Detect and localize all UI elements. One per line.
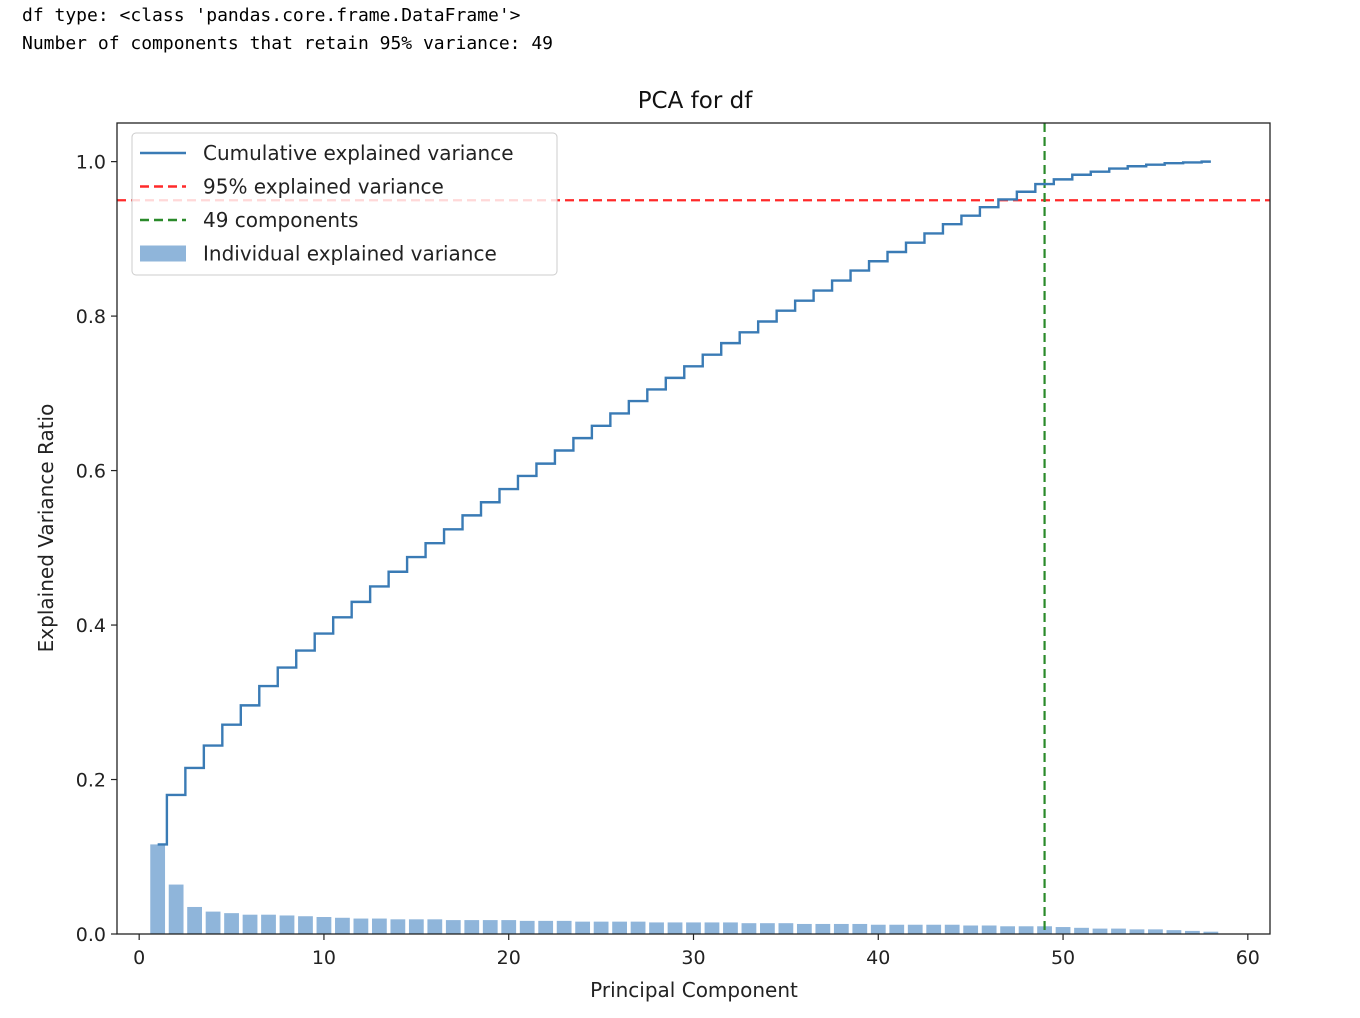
bar-component-31	[704, 922, 720, 934]
bar-component-58	[1203, 931, 1219, 934]
bar-component-48	[1018, 926, 1034, 934]
cumulative-variance-line	[157, 160, 1211, 846]
y-tick-label-1: 0.2	[76, 770, 106, 792]
x-tick-label-60: 60	[1236, 947, 1260, 969]
bar-component-44	[944, 924, 960, 934]
chart-title: PCA for df	[638, 88, 754, 114]
legend-label-individual-explained-variance: Individual explained variance	[203, 242, 497, 266]
bar-component-34	[760, 923, 775, 934]
bar-component-15	[408, 919, 424, 934]
bar-component-23	[556, 920, 572, 934]
bar-component-10	[316, 917, 332, 934]
bar-component-41	[889, 924, 905, 934]
bar-component-9	[298, 916, 313, 934]
bar-component-11	[335, 917, 350, 934]
x-tick-label-40: 40	[866, 947, 890, 969]
bar-component-28	[649, 922, 664, 934]
bar-component-37	[815, 923, 831, 934]
x-tick-label-30: 30	[681, 947, 705, 969]
bar-component-13	[371, 918, 387, 934]
bar-component-19	[482, 920, 498, 934]
bar-component-12	[353, 918, 369, 934]
axis-ticks: 0 10 20 30 40 50 60 0.0 0.2 0.4 0.6 0.8 1.0	[76, 152, 1260, 969]
bar-component-1	[150, 844, 166, 934]
console-line-df-type: df type: <class 'pandas.core.frame.DataF…	[22, 5, 521, 26]
bar-component-18	[464, 920, 480, 934]
console-output: df type: <class 'pandas.core.frame.DataF…	[22, 2, 553, 58]
reference-lines	[117, 123, 1270, 934]
bar-component-47	[1000, 926, 1016, 934]
legend-swatch-individual-explained-variance	[140, 245, 186, 262]
bar-component-56	[1166, 930, 1182, 934]
bar-component-2	[168, 884, 184, 934]
bar-component-49	[1037, 926, 1052, 934]
legend-label-95-explained-variance: 95% explained variance	[203, 175, 444, 199]
bar-component-17	[445, 920, 461, 934]
bar-component-33	[741, 923, 757, 934]
console-line-components: Number of components that retain 95% var…	[22, 33, 554, 54]
bar-component-16	[427, 919, 443, 934]
bar-component-35	[778, 923, 794, 934]
bar-component-26	[612, 921, 627, 934]
bar-component-3	[187, 906, 202, 934]
legend-label-cumulative-explained-variance: Cumulative explained variance	[203, 141, 514, 165]
bar-component-40	[870, 924, 886, 934]
bar-component-5	[224, 913, 239, 934]
bar-component-24	[575, 921, 591, 934]
bar-component-29	[667, 922, 683, 934]
legend-label-49-components: 49 components	[203, 208, 358, 232]
bar-component-14	[390, 919, 406, 934]
bar-component-46	[981, 925, 997, 934]
bar-component-51	[1074, 927, 1089, 934]
bar-component-22	[538, 920, 554, 934]
legend: Cumulative explained variance 95% explain…	[131, 132, 558, 276]
bar-component-27	[630, 921, 646, 934]
bar-component-53	[1111, 928, 1126, 934]
bar-component-39	[852, 923, 868, 934]
y-tick-label-0: 0.0	[76, 924, 106, 946]
y-tick-label-4: 0.8	[76, 306, 106, 328]
bar-component-55	[1148, 929, 1163, 934]
legend-box	[131, 132, 558, 276]
bar-component-25	[593, 921, 609, 934]
y-tick-label-2: 0.4	[76, 615, 106, 637]
bar-component-4	[205, 911, 221, 934]
bar-component-43	[926, 924, 942, 934]
x-tick-label-20: 20	[497, 947, 521, 969]
x-axis-label: Principal Component	[590, 978, 798, 1002]
y-tick-label-5: 1.0	[76, 152, 106, 174]
bar-component-45	[963, 925, 979, 934]
x-tick-label-0: 0	[133, 947, 145, 969]
bar-component-32	[723, 922, 738, 934]
cumulative-step-line	[157, 160, 1211, 846]
bar-component-38	[833, 923, 849, 934]
x-tick-label-50: 50	[1051, 947, 1075, 969]
bar-component-52	[1092, 928, 1108, 934]
bar-component-21	[519, 920, 535, 934]
individual-variance-bars	[150, 844, 1219, 934]
bar-component-20	[501, 920, 517, 934]
bar-component-42	[907, 924, 923, 934]
bar-component-50	[1055, 927, 1071, 934]
bar-component-57	[1185, 930, 1200, 934]
bar-component-36	[796, 923, 812, 934]
y-tick-label-3: 0.6	[76, 461, 106, 483]
x-tick-label-10: 10	[312, 947, 336, 969]
bar-component-30	[686, 922, 701, 934]
y-axis-label: Explained Variance Ratio	[34, 404, 58, 653]
bar-component-7	[261, 914, 276, 934]
bar-component-6	[242, 914, 258, 934]
bar-component-54	[1129, 929, 1145, 934]
bar-component-8	[279, 915, 295, 934]
